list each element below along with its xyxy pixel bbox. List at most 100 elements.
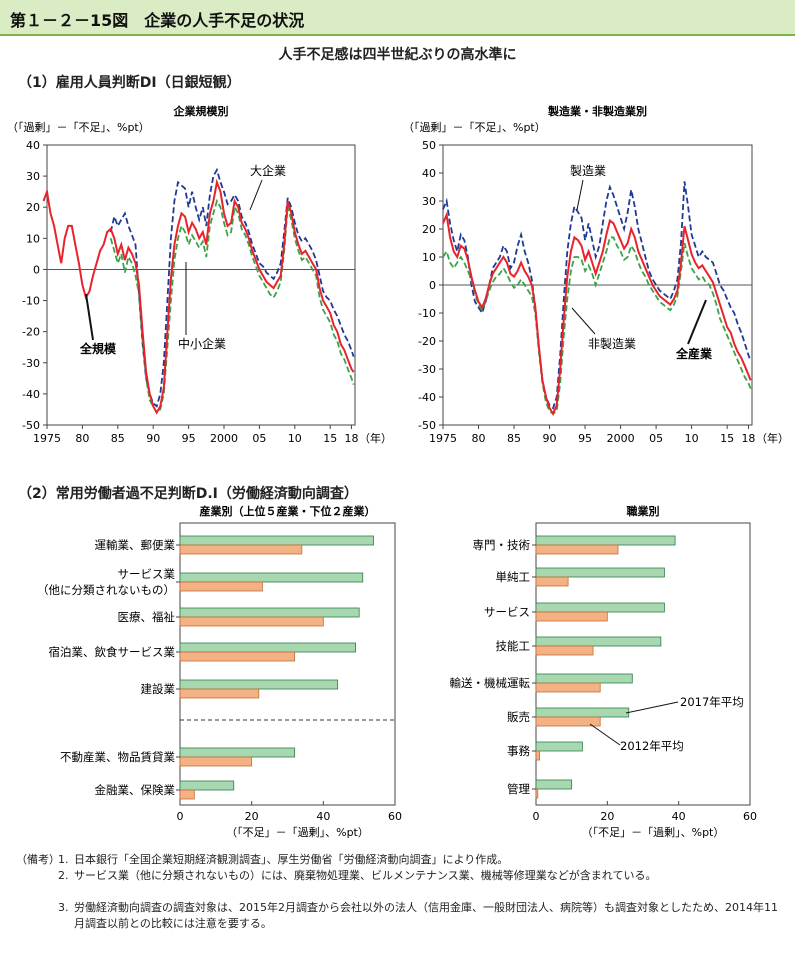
bar-2012 xyxy=(535,611,608,622)
legend-2017-label: 2017年平均 xyxy=(680,695,744,709)
series-annotation: 大企業 xyxy=(250,163,286,178)
category-label: サービス業 xyxy=(118,567,176,581)
bar-2017 xyxy=(179,679,339,690)
bar-2017 xyxy=(535,673,633,684)
x-tick-label: 15 xyxy=(323,432,337,445)
category-label: サービス xyxy=(484,605,530,619)
annotation-leader xyxy=(85,293,94,341)
category-label: 管理 xyxy=(507,782,530,796)
category-label: 事務 xyxy=(507,744,530,758)
y-tick-label: -40 xyxy=(22,388,40,401)
x-tick-label: 40 xyxy=(316,810,330,823)
chart-title: 企業規模別 xyxy=(173,104,229,118)
y-tick-label: -10 xyxy=(418,307,436,320)
x-tick-label: 10 xyxy=(288,432,302,445)
bar-2012 xyxy=(179,544,303,555)
bar-2017 xyxy=(179,747,296,758)
x-axis-label: （「不足」－「過剰」、%pt） xyxy=(226,826,369,839)
x-tick-label: 15 xyxy=(720,432,734,445)
x-tick-label: 1975 xyxy=(429,432,457,445)
series-line-red xyxy=(442,211,752,416)
bar-2017 xyxy=(535,602,665,613)
series-annotation: 非製造業 xyxy=(588,337,636,351)
category-label: 販売 xyxy=(507,710,530,724)
y-tick-label: 20 xyxy=(422,223,436,236)
bar-2017 xyxy=(535,567,665,578)
notes-label: （備考） xyxy=(16,853,60,866)
bar-2012 xyxy=(535,750,540,761)
annotation-leader xyxy=(249,179,263,211)
x-axis-unit: （年） xyxy=(756,431,789,445)
x-tick-label: 18 xyxy=(741,432,755,445)
bar-2012 xyxy=(179,756,253,767)
bar-2012 xyxy=(535,788,539,799)
y-axis-label: （「過剰」－「不足」、%pt） xyxy=(403,121,546,134)
x-tick-label: 40 xyxy=(672,810,686,823)
note-text: サービス業（他に分類されないもの）には、廃棄物処理業、ビルメンテナンス業、機械等… xyxy=(74,869,657,882)
bar-2012 xyxy=(535,716,601,727)
x-tick-label: 1975 xyxy=(33,432,61,445)
note-number: 3. xyxy=(58,901,69,914)
x-tick-label: 2000 xyxy=(607,432,635,445)
plot-frame xyxy=(535,522,751,806)
category-label: 運輸業、郵便業 xyxy=(95,538,176,552)
y-tick-label: -40 xyxy=(418,391,436,404)
x-tick-label: 18 xyxy=(344,432,358,445)
y-axis-label: （「過剰」－「不足」、%pt） xyxy=(7,121,150,134)
figure-title: 第１－２－15図 企業の人手不足の状況 xyxy=(10,11,305,30)
bar-2012 xyxy=(179,651,296,662)
x-tick-label: 05 xyxy=(252,432,266,445)
bar-2017 xyxy=(179,780,235,791)
note-item: 3. 労働経済動向調査の調査対象は、2015年2月調査から会社以外の法人（信用金庫… xyxy=(58,900,786,932)
series-line-green xyxy=(442,236,752,415)
y-tick-label: -50 xyxy=(22,419,40,432)
category-label: 建設業 xyxy=(141,682,176,696)
bar-2017 xyxy=(535,707,630,718)
plot-frame xyxy=(179,522,396,806)
category-label-sub: （他に分類されないもの） xyxy=(37,583,175,597)
annotation-leader xyxy=(571,307,596,335)
x-tick-label: 85 xyxy=(507,432,521,445)
plot-frame xyxy=(46,144,356,426)
note-number: 1. xyxy=(58,853,69,866)
bar-2017 xyxy=(535,779,573,790)
x-axis-unit: （年） xyxy=(359,431,392,445)
bar-2012 xyxy=(535,645,594,656)
y-tick-label: -30 xyxy=(418,363,436,376)
y-tick-label: -30 xyxy=(22,357,40,370)
y-tick-label: 40 xyxy=(422,167,436,180)
series-annotation: 全規模 xyxy=(79,341,117,356)
y-tick-label: 30 xyxy=(26,170,40,183)
annotation-leader xyxy=(576,179,584,211)
x-tick-label: 80 xyxy=(75,432,89,445)
category-label: 金融業、保険業 xyxy=(95,783,176,797)
y-tick-label: 40 xyxy=(26,139,40,152)
series-annotation: 製造業 xyxy=(570,164,606,178)
category-label: 技能工 xyxy=(496,639,531,653)
bar-2012 xyxy=(535,682,601,693)
note-text: 日本銀行「全国企業短期経済観測調査」、厚生労働省「労働経済動向調査」により作成。 xyxy=(74,853,509,866)
x-tick-label: 60 xyxy=(388,810,402,823)
series-line-blue xyxy=(109,167,355,408)
main-title: 人手不足感は四半世紀ぶりの高水準に xyxy=(278,47,517,63)
chart-title: 製造業・非製造業別 xyxy=(547,104,647,118)
series-annotation: 中小企業 xyxy=(178,336,226,351)
category-label: 輸送・機械運転 xyxy=(450,676,531,690)
x-axis-label: （「不足」－「過剰」、%pt） xyxy=(582,826,725,839)
note-number: 2. xyxy=(58,869,69,882)
y-tick-label: 20 xyxy=(26,201,40,214)
x-tick-label: 2000 xyxy=(210,432,238,445)
category-label: 単純工 xyxy=(496,570,531,584)
y-tick-label: -20 xyxy=(418,335,436,348)
x-tick-label: 20 xyxy=(245,810,259,823)
bar-2012 xyxy=(535,544,619,555)
legend-2012-label: 2012年平均 xyxy=(620,739,684,753)
bar-2017 xyxy=(179,607,360,618)
y-tick-label: -10 xyxy=(22,295,40,308)
legend-2017-leader xyxy=(625,701,679,714)
series-line-blue xyxy=(442,181,752,410)
x-tick-label: 10 xyxy=(685,432,699,445)
category-label: 不動産業、物品賃貸業 xyxy=(60,750,175,764)
header-bar: 第１－２－15図 企業の人手不足の状況 xyxy=(0,0,795,36)
bar-2017 xyxy=(535,741,583,752)
